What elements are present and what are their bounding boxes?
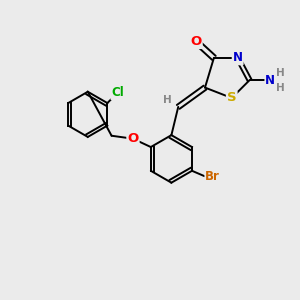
Text: N: N [266,74,275,87]
Text: H: H [164,95,172,105]
Text: O: O [190,35,202,48]
Text: O: O [127,132,139,145]
Text: Br: Br [206,170,220,183]
Text: H: H [276,68,285,78]
Text: H: H [276,82,285,93]
Text: Cl: Cl [111,86,124,99]
Text: N: N [233,51,243,64]
Text: S: S [227,92,236,104]
